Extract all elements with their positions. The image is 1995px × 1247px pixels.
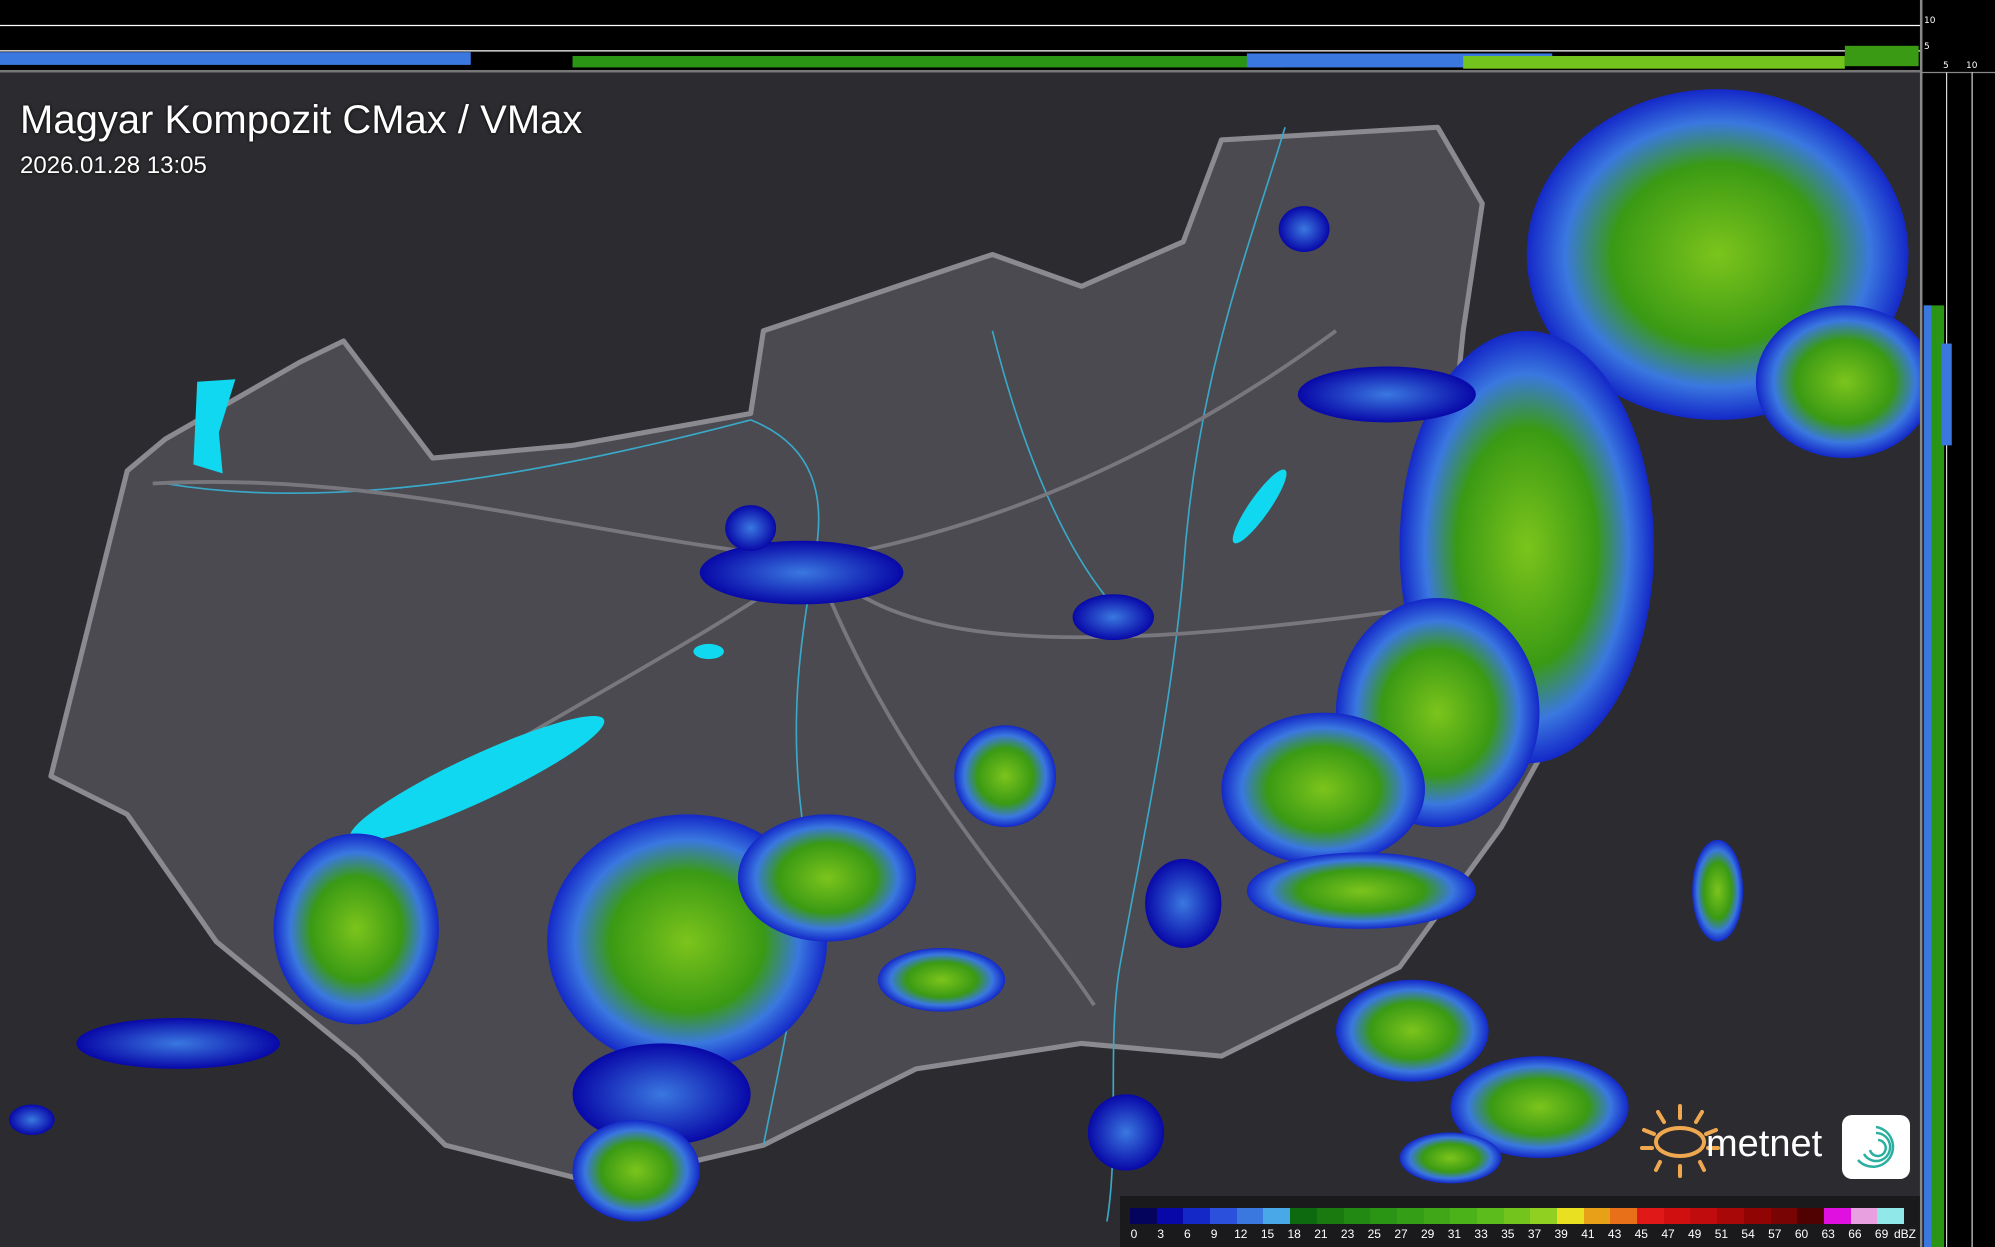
legend-label: 49 <box>1688 1227 1702 1241</box>
legend-swatch <box>1263 1208 1291 1224</box>
legend-swatch <box>1557 1208 1584 1224</box>
legend-label: 15 <box>1260 1227 1275 1241</box>
map-title: Magyar Kompozit CMax / VMax <box>20 98 583 142</box>
legend-label: 54 <box>1741 1227 1755 1241</box>
legend-swatch <box>1396 1208 1424 1224</box>
legend-label: 37 <box>1527 1227 1542 1241</box>
legend-label: 51 <box>1714 1227 1729 1241</box>
legend-labels: 0 3 6 9 12 15 18 21 23 25 27 29 31 33 35 37 39 41 43 45 47 49… <box>1120 1227 1920 1243</box>
legend-label: 9 <box>1210 1227 1218 1241</box>
legend-swatch <box>1476 1208 1504 1224</box>
legend-swatch <box>1316 1208 1344 1224</box>
legend-label: 27 <box>1394 1227 1408 1241</box>
legend-label: 18 <box>1287 1227 1301 1241</box>
lakes <box>193 379 1287 842</box>
right-axis-tick: 5 <box>1943 61 1949 71</box>
radar-echoes <box>8 89 1934 1222</box>
legend-label: 60 <box>1794 1227 1809 1241</box>
legend-label: 69 <box>1874 1227 1889 1241</box>
map-timestamp: 2026.01.28 13:05 <box>20 152 207 179</box>
legend-swatch <box>1663 1208 1691 1224</box>
legend-swatch <box>1850 1208 1878 1224</box>
legend-label: 43 <box>1607 1227 1622 1241</box>
legend-label: 31 <box>1447 1227 1462 1241</box>
legend-label: 3 <box>1157 1227 1165 1241</box>
legend-swatch <box>1823 1208 1851 1224</box>
legend-label: 23 <box>1340 1227 1355 1241</box>
legend-swatch <box>1343 1208 1371 1224</box>
metnet-sun-icon: metnet <box>1640 1104 1910 1179</box>
legend-swatch <box>1583 1208 1611 1224</box>
legend-swatch <box>1130 1208 1157 1224</box>
legend-label: 39 <box>1554 1227 1568 1241</box>
legend-label: 0 <box>1130 1227 1138 1241</box>
legend-swatch <box>1156 1208 1184 1224</box>
legend-label: 29 <box>1421 1227 1435 1241</box>
legend-swatch <box>1690 1208 1718 1224</box>
legend-label: 47 <box>1661 1227 1675 1241</box>
legend-label: 45 <box>1634 1227 1648 1241</box>
swirl-icon <box>1857 1125 1895 1168</box>
legend-swatch <box>1610 1208 1638 1224</box>
top-profile-panel <box>0 0 1922 73</box>
legend-swatch <box>1236 1208 1264 1224</box>
legend-swatch <box>1183 1208 1211 1224</box>
top-axis-tick: 10 <box>1924 16 1936 26</box>
legend-swatch <box>1770 1208 1798 1224</box>
legend-swatch <box>1423 1208 1451 1224</box>
top-axis-tick: 5 <box>1924 42 1930 52</box>
legend-swatch <box>1370 1208 1397 1224</box>
right-axis-tick: 10 <box>1966 61 1978 71</box>
legend-label: 63 <box>1821 1227 1835 1241</box>
metnet-logo-text: metnet <box>1706 1123 1823 1165</box>
legend-swatch <box>1503 1208 1531 1224</box>
legend-swatch <box>1877 1208 1904 1224</box>
legend-label: 6 <box>1184 1227 1191 1241</box>
legend-swatch <box>1637 1208 1664 1224</box>
legend-label: 33 <box>1474 1227 1488 1241</box>
legend-swatch <box>1210 1208 1237 1224</box>
legend-swatch <box>1530 1208 1557 1224</box>
right-profile-panel <box>1919 0 1995 1247</box>
legend-swatches <box>1130 1208 1904 1224</box>
legend-swatch <box>1743 1208 1771 1224</box>
legend-swatch <box>1797 1208 1824 1224</box>
legend-label: 21 <box>1314 1227 1328 1241</box>
legend-label: 41 <box>1581 1227 1595 1241</box>
metnet-logo: metnet <box>1638 1100 1918 1180</box>
legend-swatch <box>1290 1208 1317 1224</box>
legend-unit: dBZ <box>1893 1227 1916 1241</box>
legend-label: 66 <box>1848 1227 1862 1241</box>
legend-label: 25 <box>1367 1227 1381 1241</box>
legend-label: 57 <box>1768 1227 1782 1241</box>
dbz-color-legend: 0 3 6 9 12 15 18 21 23 25 27 29 31 33 35 37 39 41 43 45 47 49… <box>1120 1196 1920 1247</box>
legend-label: 12 <box>1234 1227 1248 1241</box>
legend-swatch <box>1450 1208 1477 1224</box>
legend-label: 35 <box>1501 1227 1515 1241</box>
legend-swatch <box>1717 1208 1744 1224</box>
